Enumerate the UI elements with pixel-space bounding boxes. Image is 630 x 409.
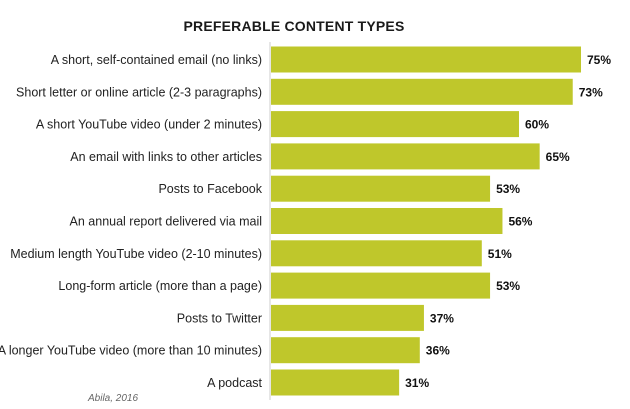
category-label: Long-form article (more than a page) <box>58 279 262 293</box>
bar <box>271 143 540 170</box>
value-label: 31% <box>405 376 429 390</box>
value-label: 51% <box>488 247 512 261</box>
category-label: An annual report delivered via mail <box>70 215 262 229</box>
bar <box>271 240 482 267</box>
source-note: Abila, 2016 <box>87 393 138 404</box>
category-label: Posts to Facebook <box>158 182 262 196</box>
category-label: Medium length YouTube video (2-10 minute… <box>10 247 262 261</box>
chart-title: PREFERABLE CONTENT TYPES <box>183 18 404 34</box>
value-label: 60% <box>525 118 549 132</box>
value-label: 53% <box>496 182 520 196</box>
category-label: An email with links to other articles <box>70 150 262 164</box>
value-label: 65% <box>546 150 570 164</box>
bar <box>271 111 519 138</box>
bar <box>271 175 491 202</box>
value-label: 36% <box>426 344 450 358</box>
category-label: A short, self-contained email (no links) <box>51 53 262 67</box>
bar <box>271 46 581 73</box>
category-label: Short letter or online article (2-3 para… <box>16 85 262 99</box>
value-label: 37% <box>430 311 454 325</box>
bar <box>271 208 503 234</box>
bar <box>271 304 424 331</box>
value-label: 53% <box>496 279 520 293</box>
category-label: A short YouTube video (under 2 minutes) <box>36 118 262 132</box>
category-label: Posts to Twitter <box>177 311 262 325</box>
bar <box>271 369 400 396</box>
category-label: A longer YouTube video (more than 10 min… <box>0 344 262 358</box>
bars-group: A short, self-contained email (no links)… <box>0 46 611 396</box>
value-label: 56% <box>508 215 532 229</box>
bar <box>271 272 491 299</box>
bar <box>271 78 573 105</box>
category-label: A podcast <box>207 376 262 390</box>
bar <box>271 337 420 364</box>
value-label: 75% <box>587 53 611 67</box>
value-label: 73% <box>579 85 603 99</box>
